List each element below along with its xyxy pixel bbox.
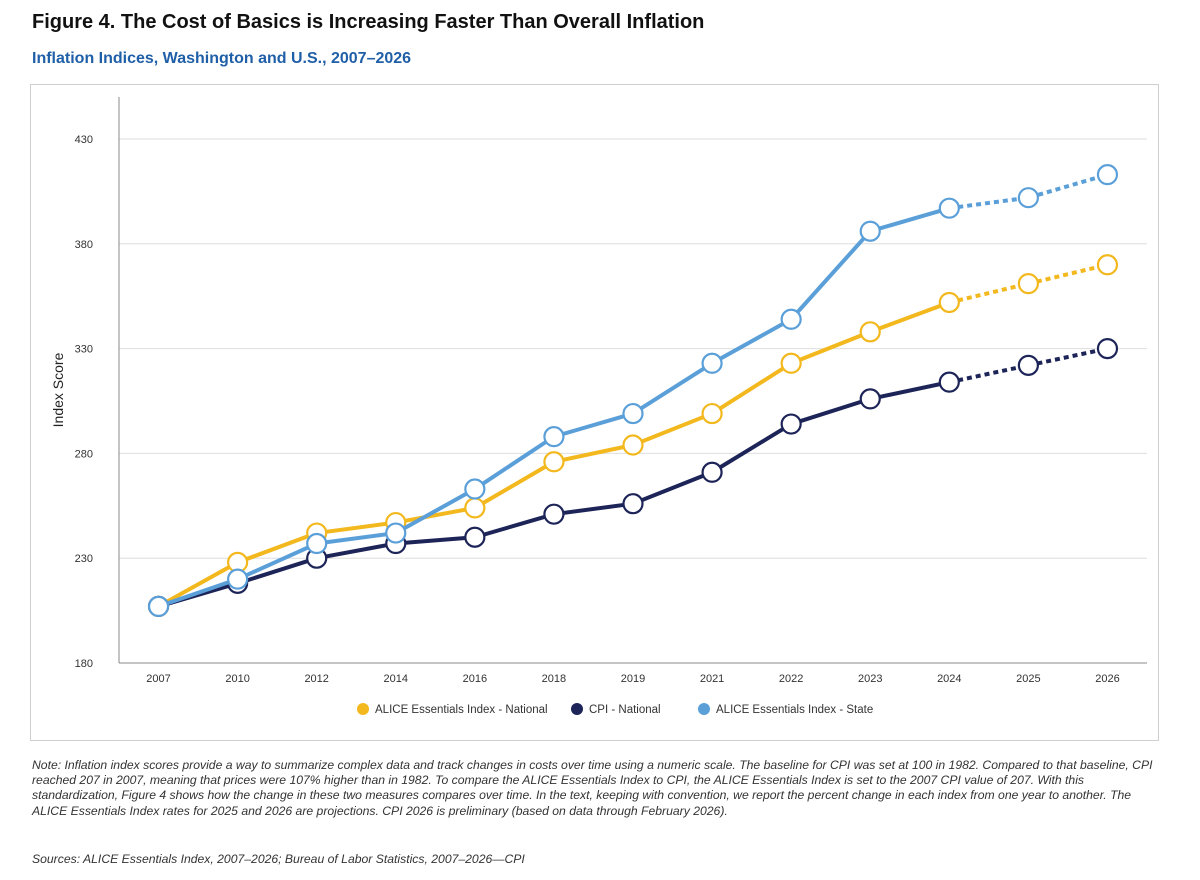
y-tick-label: 280: [75, 448, 93, 460]
x-tick-label: 2018: [542, 673, 566, 685]
x-axis-ticks: 2007 2010 2012 2014 2016 2018 2019 2021 2022 2023…: [146, 673, 1119, 685]
y-tick-label: 380: [75, 239, 93, 251]
series-1: [147, 338, 1119, 618]
data-point: [464, 497, 486, 519]
data-point: [464, 526, 486, 548]
data-point: [1017, 354, 1039, 376]
x-tick-label: 2021: [700, 673, 724, 685]
chart-frame: 180 230 280 330 380 430 2007 2010 2012 2014 2016 2…: [30, 84, 1159, 741]
series-0: [147, 254, 1119, 618]
y-axis-title: Index Score: [50, 352, 66, 427]
x-tick-label: 2025: [1016, 673, 1040, 685]
x-tick-label: 2007: [146, 673, 170, 685]
x-tick-label: 2012: [304, 673, 328, 685]
data-point: [859, 220, 881, 242]
x-tick-label: 2024: [937, 673, 961, 685]
data-point: [147, 595, 170, 618]
figure-title: Figure 4. The Cost of Basics is Increasi…: [32, 11, 705, 33]
data-point: [780, 308, 802, 330]
data-point: [859, 321, 881, 343]
figure-subtitle: Inflation Indices, Washington and U.S., …: [32, 50, 412, 67]
legend-swatch: [571, 703, 583, 715]
series-2: [147, 164, 1119, 618]
x-tick-label: 2022: [779, 673, 803, 685]
y-axis-ticks: 180 230 280 330 380 430: [75, 134, 93, 670]
data-point: [1096, 164, 1119, 186]
y-tick-label: 330: [75, 344, 93, 356]
data-point: [385, 522, 407, 544]
data-point: [543, 503, 565, 525]
legend-label: CPI - National: [589, 704, 661, 716]
series-layer: [147, 164, 1119, 618]
y-tick-label: 230: [75, 553, 93, 565]
data-point: [938, 197, 960, 219]
data-point: [227, 568, 249, 590]
data-point: [780, 413, 802, 435]
data-point: [701, 352, 723, 374]
x-tick-label: 2016: [463, 673, 487, 685]
data-point: [1096, 254, 1119, 276]
data-point: [1017, 273, 1039, 295]
legend-swatch: [357, 703, 369, 715]
data-point: [622, 402, 644, 425]
data-point: [859, 388, 881, 410]
data-point: [464, 478, 486, 500]
y-tick-label: 180: [75, 658, 93, 670]
data-point: [701, 461, 723, 483]
data-point: [780, 352, 802, 374]
data-point: [1017, 187, 1039, 209]
x-tick-label: 2010: [225, 673, 249, 685]
figure-note: Note: Inflation index scores provide a w…: [32, 758, 1153, 818]
data-point: [701, 402, 723, 425]
gridlines: [119, 138, 1147, 559]
legend-label: ALICE Essentials Index - National: [375, 704, 548, 716]
figure-sources: Sources: ALICE Essentials Index, 2007–20…: [32, 852, 525, 866]
legend: ALICE Essentials Index - National CPI - N…: [357, 703, 873, 716]
x-tick-label: 2019: [621, 673, 645, 685]
legend-label: ALICE Essentials Index - State: [716, 704, 873, 716]
data-point: [543, 426, 565, 448]
legend-item: CPI - National: [571, 703, 661, 716]
legend-item: ALICE Essentials Index - National: [357, 703, 548, 716]
x-tick-label: 2014: [384, 673, 408, 685]
x-tick-label: 2026: [1095, 673, 1119, 685]
data-point: [938, 371, 960, 393]
data-point: [306, 532, 328, 555]
legend-item: ALICE Essentials Index - State: [698, 703, 873, 716]
data-point: [938, 291, 960, 314]
x-tick-label: 2023: [858, 673, 882, 685]
data-point: [543, 451, 565, 473]
data-point: [1096, 338, 1119, 360]
data-point: [622, 493, 644, 515]
legend-swatch: [698, 703, 710, 715]
series-line: [157, 380, 950, 609]
y-tick-label: 430: [75, 134, 93, 146]
data-point: [622, 434, 644, 456]
